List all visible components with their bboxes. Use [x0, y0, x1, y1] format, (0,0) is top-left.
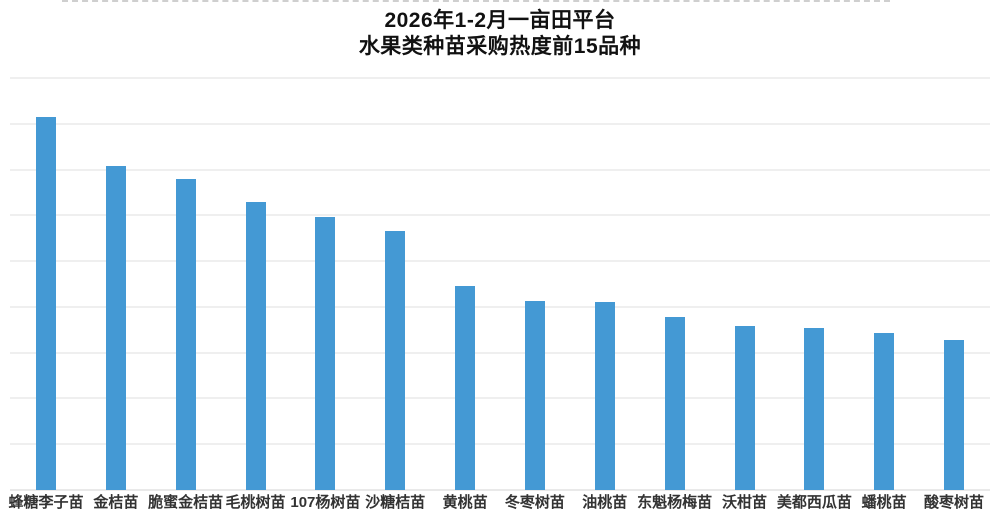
chart-title-line-2: 水果类种苗采购热度前15品种	[358, 35, 642, 58]
bar-沃柑苗	[734, 326, 755, 490]
bar-美都西瓜苗	[804, 327, 825, 490]
bar-酸枣树苗	[944, 340, 965, 490]
bar-脆蜜金桔苗	[175, 179, 196, 490]
bar-冬枣树苗	[524, 300, 545, 490]
gridline	[10, 305, 990, 308]
x-axis-label-美都西瓜苗: 美都西瓜苗	[776, 494, 852, 511]
bar-毛桃树苗	[245, 202, 266, 490]
x-axis-label-东魁杨梅苗: 东魁杨梅苗	[637, 494, 713, 511]
x-axis-label-黄桃苗: 黄桃苗	[442, 494, 488, 511]
x-axis-label-蜂糖李子苗: 蜂糖李子苗	[8, 494, 84, 511]
x-axis-label-沙糖桔苗: 沙糖桔苗	[365, 494, 426, 511]
x-axis-label-酸枣树苗: 酸枣树苗	[924, 494, 985, 511]
bar-金桔苗	[105, 166, 126, 490]
gridline	[10, 122, 990, 125]
bar-蜂糖李子苗	[36, 117, 56, 490]
gridline	[10, 77, 990, 79]
x-axis-label-毛桃树苗: 毛桃树苗	[225, 494, 286, 511]
gridline	[10, 260, 990, 263]
gridline	[10, 168, 990, 171]
x-axis-label-脆蜜金桔苗: 脆蜜金桔苗	[148, 494, 224, 511]
bar-黄桃苗	[455, 285, 476, 490]
x-axis-label-沃柑苗: 沃柑苗	[721, 494, 768, 511]
gridline	[10, 351, 990, 354]
chart-plot-area	[10, 77, 990, 491]
gridline	[10, 214, 990, 217]
bar-蟠桃苗	[874, 333, 895, 490]
x-axis-label-107杨树苗: 107杨树苗	[290, 494, 361, 511]
bar-东魁杨梅苗	[664, 317, 685, 490]
x-axis-labels: 蜂糖李子苗 金桔苗 脆蜜金桔苗 毛桃树苗 107杨树苗 沙糖桔苗 黄桃苗 冬枣树苗 油桃苗 东魁杨…	[8, 493, 990, 515]
bar-沙糖桔苗	[385, 231, 406, 490]
x-axis-baseline	[10, 489, 990, 491]
x-axis-label-冬枣树苗: 冬枣树苗	[504, 494, 565, 511]
gridline	[10, 397, 990, 400]
x-axis-label-油桃苗: 油桃苗	[582, 494, 628, 511]
bar-107杨树苗	[315, 216, 336, 490]
chart-title-line-1: 2026年1-2月一亩田平台	[384, 9, 616, 32]
chart-title: 2026年1-2月一亩田平台 水果类种苗采购热度前15品种	[0, 8, 1000, 60]
gridline	[10, 443, 990, 446]
bar-油桃苗	[594, 301, 615, 490]
x-axis-label-金桔苗: 金桔苗	[93, 494, 139, 511]
torn-screenshot-edge	[62, 0, 890, 2]
x-axis-label-蟠桃苗: 蟠桃苗	[861, 494, 907, 511]
